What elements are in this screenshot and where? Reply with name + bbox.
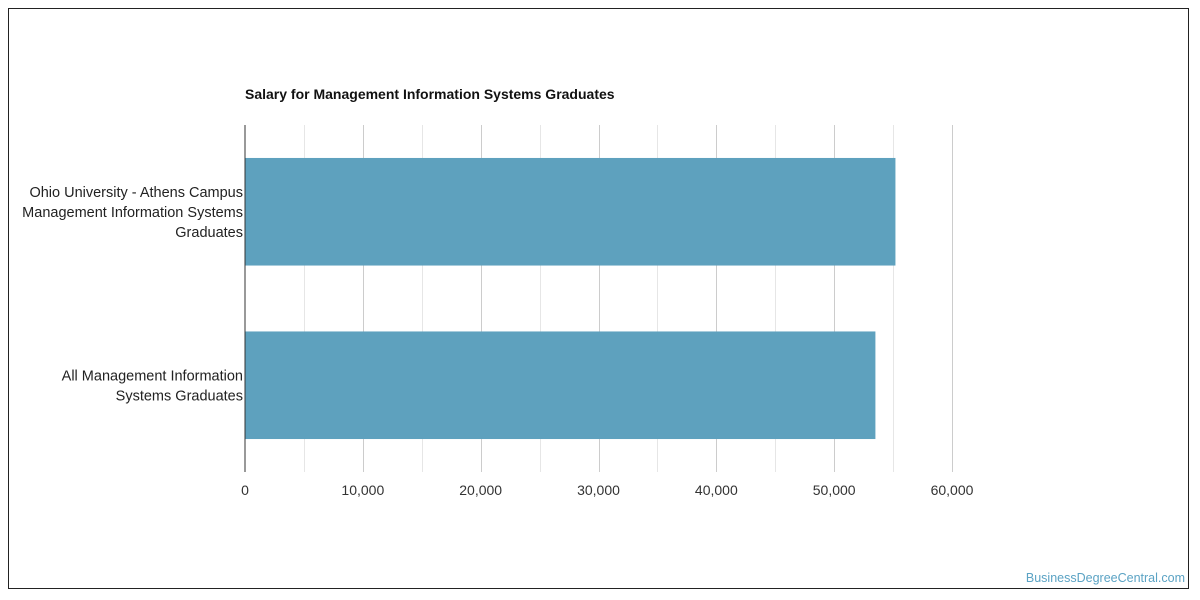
category-label-line: Ohio University - Athens Campus — [29, 185, 243, 201]
bar — [245, 157, 896, 266]
bars — [245, 157, 896, 440]
category-label-line: Systems Graduates — [116, 388, 243, 404]
chart-title: Salary for Management Information System… — [245, 86, 615, 102]
x-tick-label: 10,000 — [341, 482, 384, 498]
chart-frame — [8, 8, 1189, 589]
x-tick-label: 0 — [241, 482, 249, 498]
category-label: Ohio University - Athens Campus Managemen… — [22, 185, 243, 241]
category-labels: Ohio University - Athens Campus Managemen… — [22, 185, 243, 405]
bar — [245, 331, 876, 440]
category-label-line: All Management Information — [62, 368, 243, 384]
x-tick-label: 40,000 — [695, 482, 738, 498]
x-tick-labels: 0 10,000 20,000 30,000 40,000 50,000 60,000 — [241, 482, 974, 498]
x-tick-label: 50,000 — [813, 482, 856, 498]
category-label-line: Graduates — [175, 225, 243, 241]
x-tick-label: 30,000 — [577, 482, 620, 498]
watermark-link[interactable]: BusinessDegreeCentral.com — [1025, 571, 1185, 585]
x-tick-label: 20,000 — [459, 482, 502, 498]
category-label: All Management Information Systems Gradua… — [62, 368, 243, 404]
x-tick-label: 60,000 — [931, 482, 974, 498]
category-label-line: Management Information Systems — [22, 205, 243, 221]
